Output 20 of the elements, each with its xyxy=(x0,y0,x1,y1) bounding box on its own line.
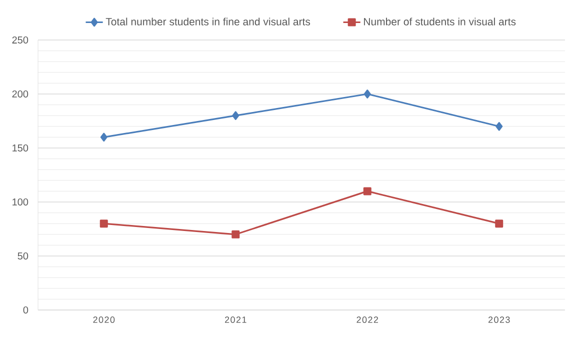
x-tick-label: 2022 xyxy=(356,316,378,323)
x-tick-label: 2020 xyxy=(93,316,115,323)
y-tick-label: 50 xyxy=(18,252,28,260)
point xyxy=(232,111,240,120)
x-tick-label: 2021 xyxy=(224,316,246,323)
x-tick-label: 2023 xyxy=(488,316,510,323)
y-tick-label: 150 xyxy=(12,144,28,152)
y-tick-label: 0 xyxy=(23,306,28,314)
point xyxy=(363,187,372,196)
point xyxy=(496,122,503,131)
legend-label: Total number students in fine and visual arts xyxy=(106,18,310,26)
point xyxy=(100,132,108,142)
point xyxy=(495,220,504,228)
y-tick-label: 200 xyxy=(12,90,28,98)
point xyxy=(232,230,240,238)
legend-label: Number of students in visual arts xyxy=(364,18,516,26)
point xyxy=(364,90,371,98)
y-tick-label: 250 xyxy=(12,36,28,44)
point xyxy=(100,220,108,228)
y-tick-label: 100 xyxy=(12,198,28,206)
